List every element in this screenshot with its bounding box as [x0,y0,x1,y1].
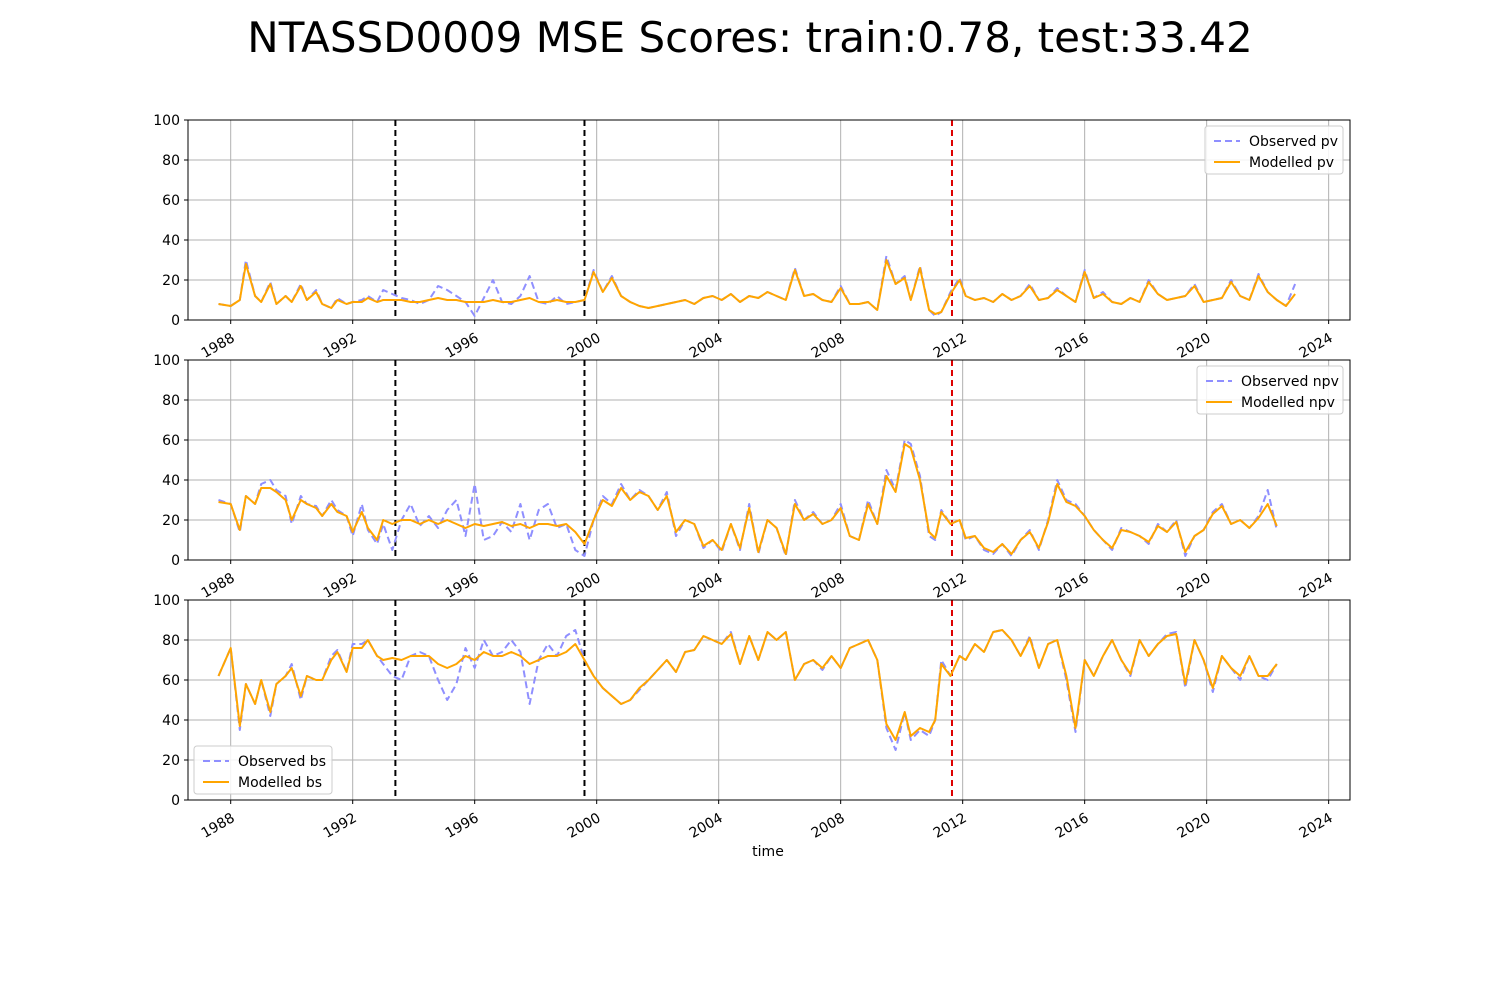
legend: Observed npv Modelled npv [1196,365,1344,415]
y-tick-label: 100 [153,113,180,129]
legend: Observed pv Modelled pv [1204,125,1344,175]
modelled-series-line [218,443,1278,555]
pv-subplot: 0 20 40 60 80 100 1988 1992 1996 2000 2004 2008 2012… [153,113,1351,362]
y-tick-label: 60 [162,673,180,689]
bs-subplot: 0 20 40 60 80 100 1988 1992 1996 2000 2004 2008 2012… [153,593,1351,842]
y-tick-label: 60 [162,193,180,209]
x-tick-label: 2000 [565,330,604,362]
axes-frame [187,119,1351,321]
x-tick-label: 1996 [443,330,482,362]
x-tick-label: 2004 [687,810,726,842]
legend-box [1196,365,1344,415]
npv-subplot: 0 20 40 60 80 100 1988 1992 1996 2000 2004 2008 2012… [153,353,1351,602]
x-tick-label: 2016 [1053,330,1092,362]
x-tick-label: 2004 [687,570,726,602]
x-tick-label: 2008 [809,810,848,842]
y-tick-label: 80 [162,153,180,169]
legend-entry: Observed pv [1249,134,1338,150]
y-tick-label: 80 [162,393,180,409]
legend-entry: Modelled npv [1241,395,1335,411]
x-tick-label: 1992 [321,810,360,842]
x-tick-label: 2024 [1297,330,1336,362]
x-tick-label: 2004 [687,330,726,362]
x-tick-label: 1988 [199,330,238,362]
x-tick-label: 2012 [931,810,970,842]
x-tick-label: 2024 [1297,570,1336,602]
modelled-series-line [218,259,1296,315]
x-tick-label: 1996 [443,810,482,842]
x-tick-label: 2024 [1297,810,1336,842]
y-tick-label: 20 [162,513,180,529]
axes-frame [187,599,1351,801]
modelled-series-line [217,629,1278,741]
y-tick-label: 0 [171,313,180,329]
x-tick-label: 1988 [199,570,238,602]
y-tick-label: 40 [162,473,180,489]
axes-frame [187,359,1351,561]
x-tick-label: 2020 [1175,330,1214,362]
y-tick-label: 40 [162,233,180,249]
x-axis-label: time [752,844,784,860]
legend-entry: Observed npv [1241,374,1339,390]
y-tick-label: 40 [162,713,180,729]
legend: Observed bs Modelled bs [193,745,333,795]
x-tick-label: 1992 [321,570,360,602]
y-tick-label: 20 [162,753,180,769]
y-tick-label: 100 [153,353,180,369]
x-tick-label: 2008 [809,570,848,602]
x-tick-label: 2020 [1175,810,1214,842]
x-tick-label: 2008 [809,330,848,362]
x-tick-label: 2016 [1053,810,1092,842]
y-tick-label: 60 [162,433,180,449]
y-tick-label: 0 [171,793,180,809]
x-tick-label: 2000 [565,570,604,602]
y-tick-label: 20 [162,273,180,289]
x-tick-label: 2012 [931,570,970,602]
observed-series-line [218,439,1278,557]
x-tick-label: 1996 [443,570,482,602]
legend-entry: Observed bs [238,754,326,770]
y-tick-label: 0 [171,553,180,569]
x-tick-label: 2000 [565,810,604,842]
x-tick-label: 1988 [199,810,238,842]
x-tick-label: 2020 [1175,570,1214,602]
x-tick-label: 1992 [321,330,360,362]
x-tick-label: 2012 [931,330,970,362]
observed-series-line [217,629,1278,751]
legend-entry: Modelled pv [1249,155,1334,171]
legend-entry: Modelled bs [238,775,322,791]
observed-series-line [218,255,1297,317]
figure-title: NTASSD0009 MSE Scores: train:0.78, test:… [247,13,1252,62]
y-tick-label: 100 [153,593,180,609]
x-tick-label: 2016 [1053,570,1092,602]
y-tick-label: 80 [162,633,180,649]
